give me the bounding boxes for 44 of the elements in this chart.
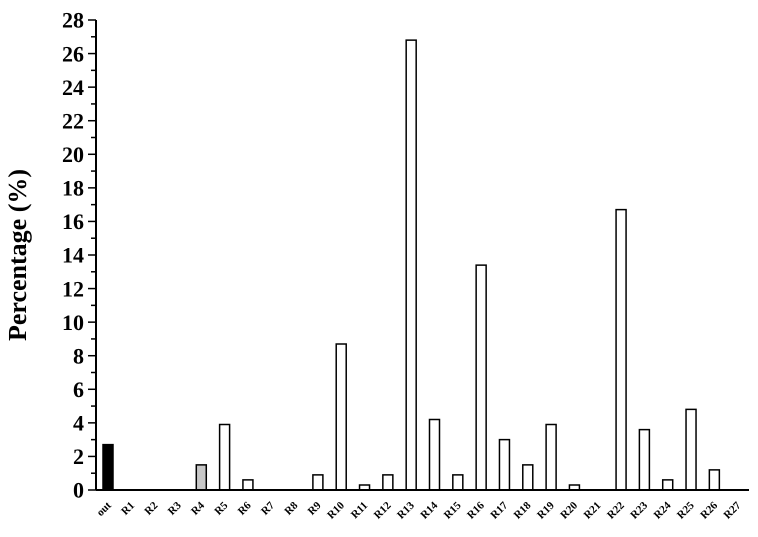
y-tick-label: 24 [62, 74, 84, 100]
y-tick-label: 22 [62, 108, 84, 134]
x-tick-label: R10 [325, 499, 348, 522]
x-tick-label: R11 [348, 500, 370, 522]
y-tick-label: 14 [62, 242, 84, 268]
y-axis-title: Percentage (%) [3, 168, 32, 342]
x-tick-label: R13 [395, 499, 418, 522]
x-tick-label: R8 [282, 499, 301, 518]
x-tick-label: R9 [306, 499, 324, 518]
x-tick-label: R22 [604, 499, 628, 522]
y-tick-label: 12 [62, 276, 84, 302]
x-tick-label: R14 [418, 499, 441, 522]
x-tick-label: R24 [652, 499, 674, 522]
x-tick-label: R18 [512, 499, 534, 522]
y-tick-label: 16 [62, 209, 84, 234]
x-tick-label: R26 [698, 499, 720, 522]
x-tick-label: out [94, 499, 114, 519]
x-tick-label: R17 [488, 499, 511, 522]
x-tick-label: R15 [442, 499, 464, 522]
x-tick-label: R2 [142, 499, 161, 518]
y-tick-label: 8 [73, 343, 84, 368]
x-tick-label: R25 [674, 499, 698, 522]
x-tick-label: R12 [372, 499, 394, 522]
y-tick-label: 10 [62, 310, 84, 335]
y-tick-label: 18 [62, 176, 84, 201]
x-tick-label: R1 [119, 500, 138, 518]
x-tick-label: R3 [166, 499, 184, 518]
x-tick-label: R7 [259, 499, 278, 518]
x-tick-label: R27 [722, 499, 744, 522]
y-tick-label: 26 [62, 41, 84, 66]
y-tick-label: 28 [62, 8, 84, 33]
x-tick-label: R23 [628, 499, 651, 522]
x-tick-label: R4 [189, 499, 208, 518]
x-tick-label: R20 [558, 499, 581, 522]
x-tick-label: R16 [465, 499, 488, 522]
y-tick-label: 20 [62, 142, 84, 167]
x-tick-label: R6 [236, 499, 254, 518]
y-tick-label: 2 [73, 444, 84, 470]
y-tick-label: 0 [73, 478, 84, 503]
x-tick-label: R19 [535, 499, 558, 522]
y-tick-label: 6 [73, 376, 84, 402]
x-tick-label: R21 [582, 500, 604, 522]
x-tick-label: R5 [212, 499, 231, 518]
y-tick-label: 4 [73, 410, 84, 436]
